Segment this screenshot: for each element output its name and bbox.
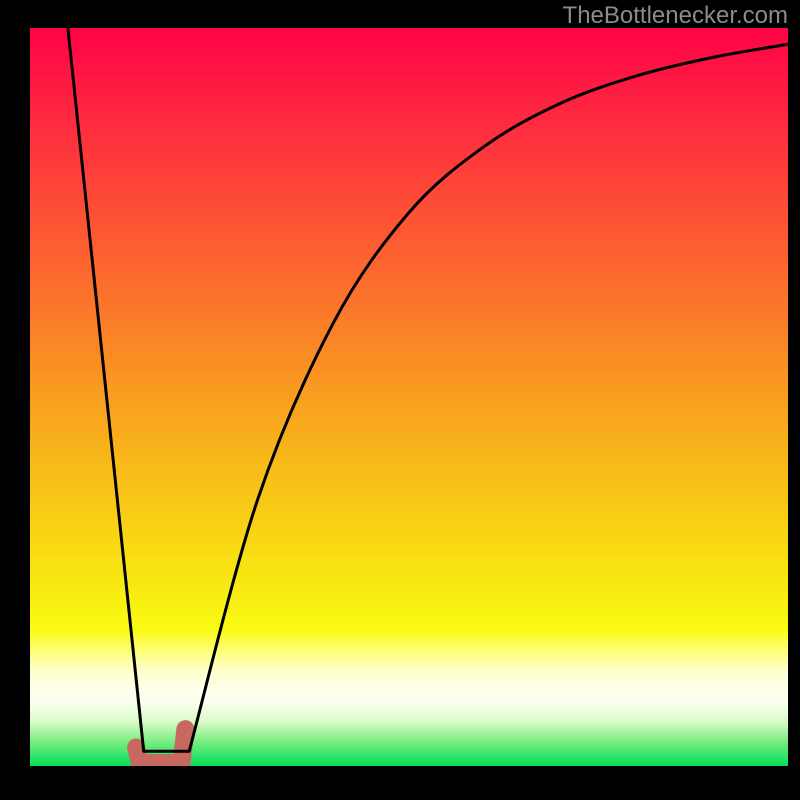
plot-svg	[30, 28, 788, 766]
chart-frame: TheBottlenecker.com	[0, 0, 800, 800]
plot-area	[30, 28, 788, 766]
bottleneck-curve	[68, 28, 788, 751]
watermark-text: TheBottlenecker.com	[563, 2, 788, 30]
gradient-background	[30, 28, 788, 766]
trough-marker	[136, 729, 185, 763]
